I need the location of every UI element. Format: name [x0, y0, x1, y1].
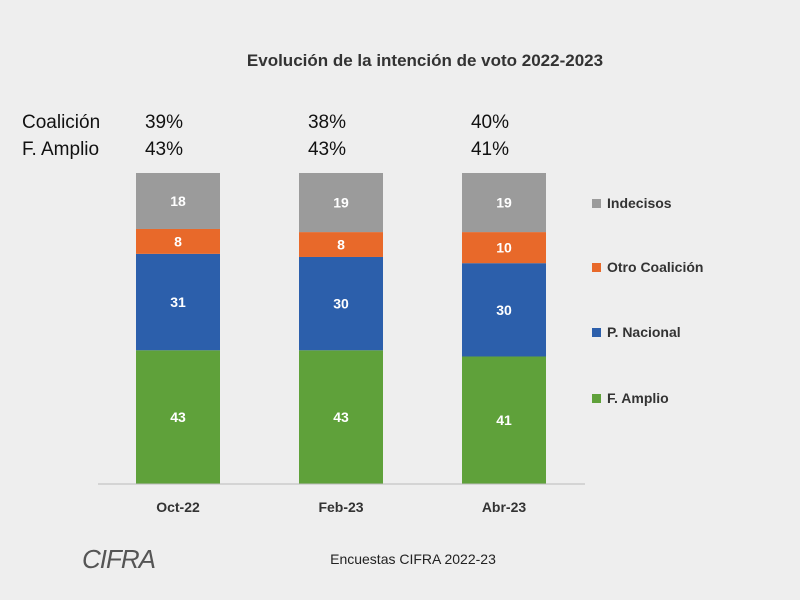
bar-value-indecisos-0: 18	[170, 193, 186, 209]
bar-indecisos-1	[299, 173, 383, 233]
cifra-logo-text: CIFRA	[82, 544, 155, 574]
bar-value-f-amplio-2: 41	[496, 412, 512, 428]
bar-value-f-amplio-0: 43	[170, 409, 186, 425]
legend-swatch-p-nacional	[592, 328, 601, 337]
legend-swatch-indecisos	[592, 199, 601, 208]
bar-f-amplio-1	[299, 350, 383, 484]
summary-value-1-1: 43%	[308, 139, 346, 160]
bar-value-p-nacional-1: 30	[333, 296, 349, 312]
summary-value-0-2: 40%	[471, 112, 509, 133]
bar-value-p-nacional-0: 31	[170, 294, 186, 310]
legend-swatch-f-amplio	[592, 394, 601, 403]
bar-value-f-amplio-1: 43	[333, 409, 349, 425]
summary-label-coalicion: Coalición	[22, 112, 100, 133]
legend-swatch-otro-coalici-n	[592, 263, 601, 272]
bar-p-nacional-2	[462, 263, 546, 357]
bar-value-indecisos-1: 19	[333, 195, 349, 211]
category-label-1: Feb-23	[318, 499, 363, 515]
bar-f-amplio-0	[136, 350, 220, 484]
bar-p-nacional-0	[136, 253, 220, 351]
bar-value-otro-coalici-n-1: 8	[337, 237, 345, 253]
bar-otro-coalici-n-2	[462, 232, 546, 264]
bar-indecisos-2	[462, 173, 546, 233]
legend-label-otro-coalici-n: Otro Coalición	[607, 259, 703, 275]
summary-label-f-amplio: F. Amplio	[22, 139, 99, 160]
source-footnote: Encuestas CIFRA 2022-23	[330, 551, 496, 567]
category-label-0: Oct-22	[156, 499, 200, 515]
legend-label-p-nacional: P. Nacional	[607, 324, 681, 340]
bar-value-otro-coalici-n-0: 8	[174, 233, 182, 249]
bar-otro-coalici-n-0	[136, 228, 220, 254]
summary-value-1-2: 41%	[471, 139, 509, 160]
bar-value-otro-coalici-n-2: 10	[496, 240, 512, 256]
bar-value-indecisos-2: 19	[496, 195, 512, 211]
cifra-logo: CIFRA	[82, 544, 156, 574]
summary-value-0-0: 39%	[145, 112, 183, 133]
chart-title: Evolución de la intención de voto 2022-2…	[247, 51, 603, 70]
summary-value-1-0: 43%	[145, 139, 183, 160]
bar-indecisos-0	[136, 173, 220, 229]
bar-f-amplio-2	[462, 356, 546, 484]
legend-label-f-amplio: F. Amplio	[607, 390, 669, 406]
bar-otro-coalici-n-1	[299, 232, 383, 257]
bar-p-nacional-1	[299, 256, 383, 351]
summary-value-0-1: 38%	[308, 112, 346, 133]
category-label-2: Abr-23	[482, 499, 527, 515]
bar-value-p-nacional-2: 30	[496, 302, 512, 318]
legend-label-indecisos: Indecisos	[607, 195, 672, 211]
